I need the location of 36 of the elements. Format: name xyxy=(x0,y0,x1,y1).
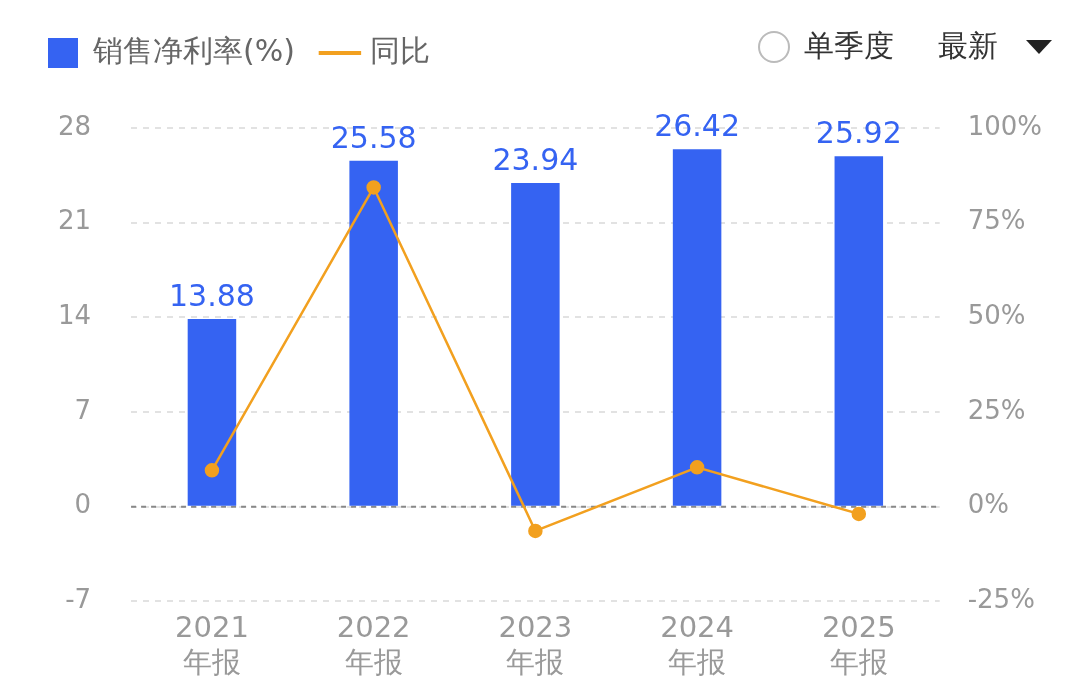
x-tick-label: 2023 年报 xyxy=(498,610,573,680)
point xyxy=(204,463,220,478)
point xyxy=(366,180,381,195)
y-tick-label: 7 xyxy=(74,394,92,425)
x-tick-label: 2022 年报 xyxy=(336,610,411,680)
legend-label: 同比 xyxy=(369,32,430,68)
point xyxy=(528,523,543,539)
data-label: 26.42 xyxy=(654,108,741,144)
data-label: 13.88 xyxy=(169,277,255,313)
y2-tick-label: 100% xyxy=(967,110,1043,141)
text: 最新 xyxy=(938,27,998,65)
point xyxy=(689,460,705,475)
y2-tick-label: -25% xyxy=(967,584,1035,615)
text: 单季度 xyxy=(804,27,894,65)
bar xyxy=(511,182,560,506)
y2-tick-label: 75% xyxy=(967,205,1026,236)
bar xyxy=(187,318,237,506)
bar xyxy=(672,149,722,506)
y-tick-label: -7 xyxy=(65,584,92,615)
y-tick-label: 21 xyxy=(57,205,92,236)
y-tick-label: 28 xyxy=(57,110,92,141)
y2-tick-label: 50% xyxy=(967,300,1026,331)
bar xyxy=(349,160,398,506)
x-tick-label: 2024 年报 xyxy=(660,610,734,680)
data-label: 23.94 xyxy=(492,141,579,177)
y-tick-label: 0 xyxy=(74,489,92,520)
legend-label: 销售净利率(%) xyxy=(92,32,295,68)
x-tick-label: 2021 年报 xyxy=(175,610,249,680)
y-tick-label: 14 xyxy=(57,300,92,331)
data-label: 25.92 xyxy=(815,114,902,150)
point xyxy=(851,506,867,522)
x-tick-label: 2025 年报 xyxy=(821,610,896,680)
y2-tick-label: 0% xyxy=(967,489,1009,520)
y2-tick-label: 25% xyxy=(967,394,1026,425)
data-label: 25.58 xyxy=(330,119,417,155)
bar xyxy=(834,156,884,506)
